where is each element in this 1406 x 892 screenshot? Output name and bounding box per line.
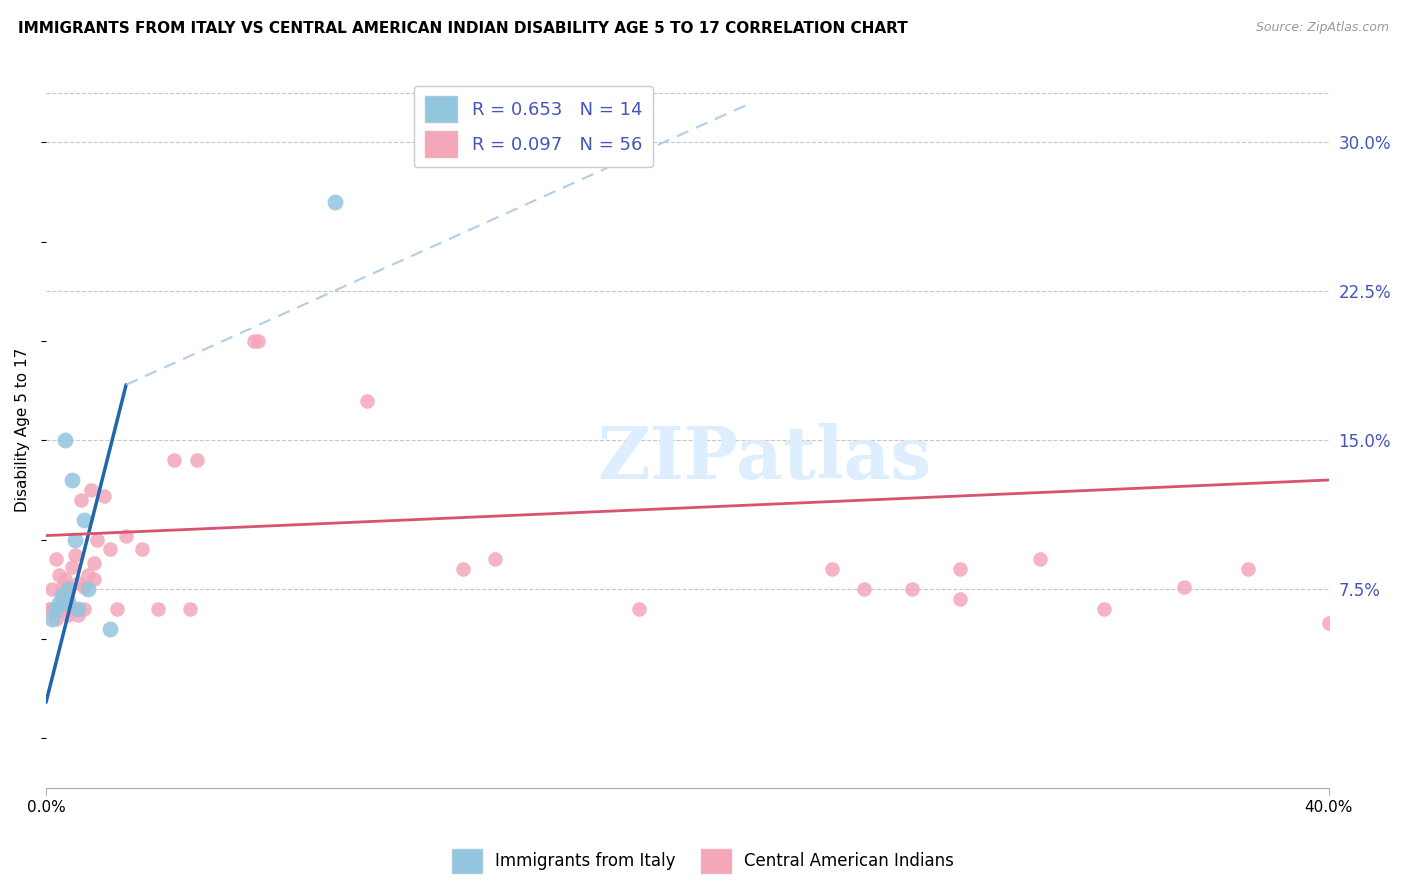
Point	[67, 602, 90, 616]
Legend: R = 0.653   N = 14, R = 0.097   N = 56: R = 0.653 N = 14, R = 0.097 N = 56	[413, 86, 652, 168]
Point	[63, 549, 86, 563]
Point	[73, 513, 96, 527]
Text: IMMIGRANTS FROM ITALY VS CENTRAL AMERICAN INDIAN DISABILITY AGE 5 TO 17 CORRELAT: IMMIGRANTS FROM ITALY VS CENTRAL AMERICA…	[18, 21, 908, 37]
Point	[80, 483, 103, 497]
Point	[1173, 580, 1195, 594]
Point	[86, 533, 108, 547]
Point	[45, 612, 67, 626]
Point	[63, 602, 86, 616]
Point	[105, 602, 128, 616]
Point	[41, 602, 63, 616]
Point	[484, 552, 506, 566]
Point	[41, 612, 63, 626]
Point	[67, 576, 90, 591]
Point	[51, 580, 73, 594]
Point	[63, 533, 86, 547]
Point	[949, 592, 972, 607]
Point	[900, 582, 922, 597]
Text: ZIPatlas: ZIPatlas	[598, 424, 931, 494]
Point	[73, 580, 96, 594]
Point	[163, 453, 186, 467]
Point	[45, 602, 67, 616]
Point	[76, 582, 98, 597]
Point	[628, 602, 651, 616]
Legend: Immigrants from Italy, Central American Indians: Immigrants from Italy, Central American …	[446, 842, 960, 880]
Point	[323, 194, 346, 209]
Point	[51, 592, 73, 607]
Point	[45, 552, 67, 566]
Point	[53, 602, 76, 616]
Point	[58, 592, 80, 607]
Point	[60, 473, 83, 487]
Point	[356, 393, 378, 408]
Point	[58, 580, 80, 594]
Point	[51, 588, 73, 602]
Point	[131, 542, 153, 557]
Point	[98, 542, 121, 557]
Point	[58, 607, 80, 622]
Point	[243, 334, 266, 348]
Point	[1317, 615, 1340, 630]
Point	[596, 145, 619, 160]
Point	[1092, 602, 1115, 616]
Y-axis label: Disability Age 5 to 17: Disability Age 5 to 17	[15, 348, 30, 513]
Point	[58, 596, 80, 610]
Point	[179, 602, 201, 616]
Point	[451, 562, 474, 576]
Point	[98, 622, 121, 636]
Point	[53, 572, 76, 586]
Point	[48, 602, 70, 616]
Point	[58, 582, 80, 597]
Point	[1237, 562, 1260, 576]
Point	[67, 607, 90, 622]
Point	[83, 557, 105, 571]
Point	[1029, 552, 1052, 566]
Point	[93, 489, 115, 503]
Point	[115, 528, 138, 542]
Point	[48, 568, 70, 582]
Point	[60, 560, 83, 574]
Point	[949, 562, 972, 576]
Point	[76, 568, 98, 582]
Point	[53, 434, 76, 448]
Point	[820, 562, 842, 576]
Point	[186, 453, 208, 467]
Text: Source: ZipAtlas.com: Source: ZipAtlas.com	[1256, 21, 1389, 35]
Point	[53, 588, 76, 602]
Point	[83, 572, 105, 586]
Point	[38, 602, 60, 616]
Point	[70, 492, 93, 507]
Point	[852, 582, 875, 597]
Point	[48, 596, 70, 610]
Point	[73, 602, 96, 616]
Point	[60, 602, 83, 616]
Point	[246, 334, 269, 348]
Point	[41, 582, 63, 597]
Point	[148, 602, 170, 616]
Point	[51, 602, 73, 616]
